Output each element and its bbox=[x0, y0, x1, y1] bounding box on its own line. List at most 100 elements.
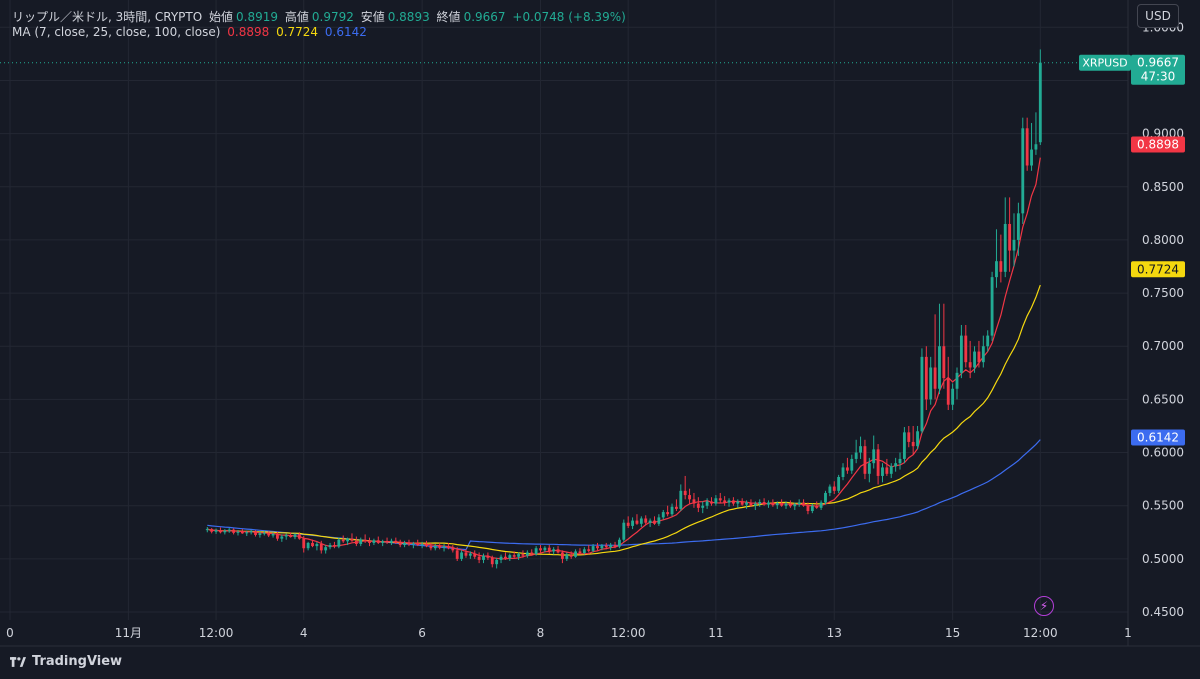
candle-body bbox=[657, 517, 661, 524]
candle-body bbox=[249, 531, 253, 533]
candle-body bbox=[710, 501, 713, 504]
candle-body bbox=[368, 541, 371, 543]
time-axis[interactable]: 0 11月 12:00 4 6 8 12:00 11 13 15 12:00 1 bbox=[6, 626, 1132, 640]
candle-body bbox=[205, 529, 209, 531]
candle bbox=[600, 543, 604, 551]
candle-body bbox=[911, 441, 915, 447]
candle-body bbox=[828, 486, 832, 493]
tradingview-logo[interactable]: TradingView bbox=[10, 654, 122, 669]
candle-body bbox=[293, 534, 297, 538]
price-tick-label: 0.6500 bbox=[1142, 392, 1184, 406]
candle-body bbox=[670, 506, 674, 515]
candle-body bbox=[591, 546, 595, 551]
candle-body bbox=[731, 500, 735, 504]
ma-label[interactable]: MA (7, close, 25, close, 100, close) bbox=[12, 25, 221, 39]
candle-body bbox=[1038, 62, 1042, 143]
currency-button[interactable]: USD bbox=[1137, 4, 1179, 28]
candle-body bbox=[767, 502, 770, 505]
candle bbox=[1003, 197, 1007, 278]
candle-body bbox=[938, 346, 941, 389]
candle-body bbox=[525, 552, 529, 556]
candle bbox=[346, 537, 350, 546]
candle-body bbox=[859, 446, 862, 453]
candle-body bbox=[232, 529, 236, 533]
ma25-tag-bg bbox=[1131, 261, 1185, 278]
candle bbox=[451, 545, 455, 553]
candle bbox=[539, 545, 542, 553]
candle-body bbox=[495, 559, 499, 565]
candle bbox=[574, 549, 578, 558]
candle bbox=[433, 543, 437, 551]
candle bbox=[696, 497, 700, 513]
candle bbox=[793, 502, 797, 510]
candle bbox=[460, 550, 464, 561]
candle-body bbox=[942, 346, 946, 379]
candle-body bbox=[416, 543, 420, 546]
candle bbox=[337, 537, 341, 549]
candle-body bbox=[863, 446, 867, 474]
candle bbox=[753, 501, 757, 510]
candle-body bbox=[359, 539, 363, 544]
candle-body bbox=[832, 486, 836, 491]
candle-body bbox=[582, 549, 586, 554]
candle-body bbox=[841, 467, 845, 478]
lightning-icon[interactable]: ⚡ bbox=[1034, 596, 1054, 616]
candle bbox=[819, 500, 823, 510]
candle-body bbox=[916, 431, 919, 447]
candle bbox=[306, 541, 310, 551]
candle-body bbox=[692, 499, 696, 504]
time-tick-label: 15 bbox=[945, 626, 960, 640]
candle bbox=[289, 532, 293, 538]
candle-body bbox=[258, 533, 262, 535]
high-value: 0.9792 bbox=[311, 10, 354, 24]
candle bbox=[447, 542, 450, 550]
candle-body bbox=[425, 543, 428, 547]
symbol-legend[interactable]: リップル／米ドル, 3時間, CRYPTO 始値 0.8919 高値 0.9792 … bbox=[12, 8, 629, 25]
candle-body bbox=[1034, 144, 1038, 150]
candle bbox=[705, 498, 709, 509]
candle bbox=[1030, 122, 1033, 171]
candle bbox=[517, 552, 521, 560]
candle-body bbox=[455, 550, 459, 559]
candle bbox=[482, 553, 485, 564]
candle-body bbox=[350, 538, 354, 541]
candle-body bbox=[499, 556, 503, 560]
candle-body bbox=[354, 540, 358, 544]
candle bbox=[902, 427, 906, 464]
candle-body bbox=[981, 346, 985, 363]
candle bbox=[262, 530, 266, 536]
candle-body bbox=[609, 545, 613, 548]
candle bbox=[468, 551, 472, 559]
candle bbox=[1012, 213, 1016, 267]
candle-body bbox=[442, 546, 446, 548]
candle-body bbox=[718, 498, 722, 501]
candle bbox=[560, 550, 564, 564]
candle bbox=[727, 498, 731, 507]
candle-body bbox=[227, 529, 231, 531]
candle-body bbox=[460, 552, 464, 559]
candle-body bbox=[372, 540, 376, 543]
price-tick-label: 0.4500 bbox=[1142, 605, 1184, 619]
candle-body bbox=[569, 554, 573, 557]
candle bbox=[442, 543, 446, 552]
ma-legend[interactable]: MA (7, close, 25, close, 100, close) 0.8… bbox=[12, 25, 370, 39]
candle-body bbox=[381, 541, 385, 543]
candle bbox=[916, 425, 919, 450]
candle bbox=[411, 541, 415, 549]
close-label: 終値 bbox=[436, 10, 461, 24]
candle-body bbox=[946, 378, 950, 405]
time-tick-label: 6 bbox=[418, 626, 426, 640]
candle-body bbox=[1025, 128, 1029, 166]
candle bbox=[403, 540, 407, 548]
candle-body bbox=[214, 530, 218, 532]
candle bbox=[959, 324, 963, 379]
candle bbox=[850, 454, 854, 474]
candle-body bbox=[701, 505, 705, 508]
candle bbox=[276, 531, 279, 541]
candle bbox=[398, 539, 402, 548]
symbol-title[interactable]: リップル／米ドル, 3時間, CRYPTO bbox=[12, 10, 203, 24]
candle bbox=[565, 552, 569, 561]
ma7-line-layer bbox=[207, 157, 1041, 560]
